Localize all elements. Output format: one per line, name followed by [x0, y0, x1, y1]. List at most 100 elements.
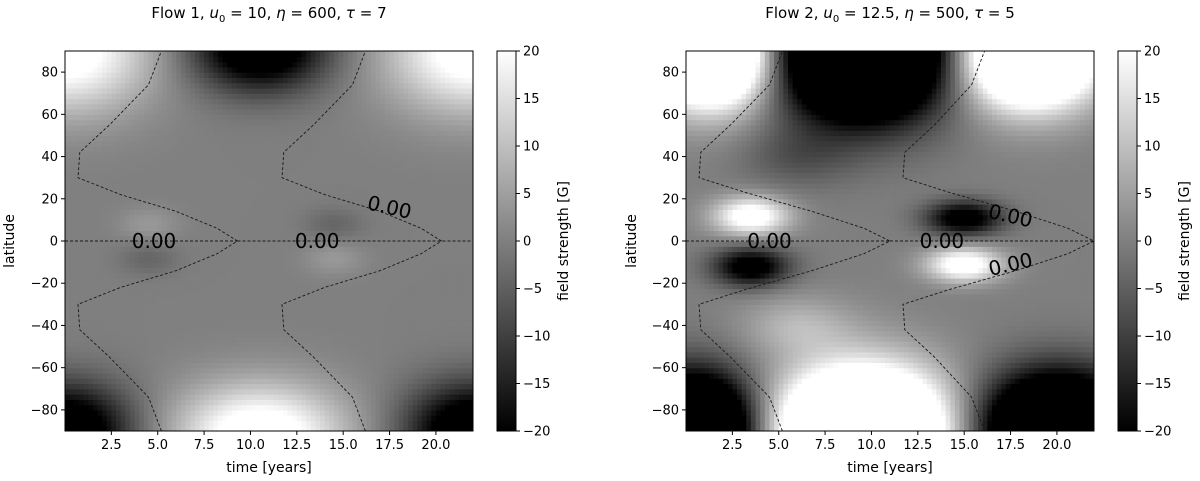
heatmap-cell: [245, 135, 252, 142]
heatmap-cell: [180, 341, 187, 348]
heatmap-cell: [125, 325, 131, 332]
heatmap-cell: [208, 299, 214, 305]
heatmap-cell: [352, 193, 358, 200]
heatmap-cell: [343, 98, 349, 105]
heatmap-cell: [106, 272, 112, 279]
heatmap-cell: [315, 425, 321, 431]
heatmap-cell: [347, 357, 354, 363]
heatmap-cell: [310, 409, 316, 416]
heatmap-cell: [116, 167, 122, 173]
heatmap-cell: [185, 341, 191, 348]
heatmap-cell: [347, 277, 354, 284]
heatmap-cell: [320, 404, 326, 411]
heatmap-cell: [361, 98, 367, 105]
heatmap-cell: [306, 267, 312, 274]
heatmap-cell: [245, 409, 252, 416]
heatmap-cell: [148, 130, 154, 137]
heatmap-cell: [278, 182, 284, 189]
heatmap-cell: [259, 124, 265, 131]
heatmap-cell: [245, 140, 252, 147]
heatmap-cell: [153, 336, 159, 342]
heatmap-cell: [227, 367, 233, 374]
heatmap-cell: [153, 182, 159, 189]
heatmap-cell: [282, 119, 289, 126]
heatmap-cell: [208, 362, 214, 369]
heatmap-cell: [222, 330, 228, 337]
heatmap-cell: [92, 288, 99, 295]
heatmap-cell: [194, 204, 201, 210]
heatmap-cell: [102, 425, 108, 431]
heatmap-cell: [134, 119, 140, 126]
heatmap-cell: [153, 378, 159, 385]
heatmap-cell: [213, 219, 219, 226]
heatmap-cell: [190, 320, 196, 327]
heatmap-cell: [88, 288, 94, 295]
heatmap-cell: [296, 87, 303, 94]
heatmap-cell: [171, 309, 177, 316]
heatmap-cell: [162, 177, 168, 184]
heatmap-cell: [162, 404, 168, 411]
heatmap-cell: [236, 172, 242, 179]
heatmap-cell: [208, 130, 214, 137]
heatmap-cell: [222, 109, 228, 115]
heatmap-cell: [97, 225, 103, 232]
heatmap-cell: [236, 415, 242, 422]
heatmap-cell: [292, 156, 298, 163]
heatmap-cell: [227, 172, 233, 179]
heatmap-cell: [282, 367, 289, 374]
heatmap-cell: [134, 103, 140, 110]
heatmap-cell: [134, 182, 140, 189]
heatmap-cell: [180, 367, 187, 374]
heatmap-cell: [88, 425, 94, 431]
heatmap-cell: [269, 388, 275, 395]
heatmap-cell: [375, 72, 381, 78]
heatmap-cell: [88, 61, 94, 68]
heatmap-cell: [143, 357, 150, 363]
heatmap-cell: [176, 277, 182, 284]
heatmap-cell: [148, 251, 154, 258]
heatmap-cell: [320, 367, 326, 374]
heatmap-cell: [139, 256, 145, 263]
heatmap-cell: [357, 251, 363, 258]
heatmap-cell: [231, 51, 238, 57]
heatmap-cell: [194, 341, 201, 348]
heatmap-cell: [292, 182, 298, 189]
heatmap-cell: [292, 325, 298, 332]
heatmap-cell: [264, 172, 270, 179]
heatmap-cell: [116, 219, 122, 226]
heatmap-cell: [143, 372, 150, 379]
heatmap-cell: [255, 272, 261, 279]
heatmap-cell: [371, 288, 377, 295]
heatmap-cell: [320, 204, 326, 210]
heatmap-cell: [92, 351, 99, 358]
heatmap-cell: [329, 378, 335, 385]
heatmap-cell: [125, 341, 131, 348]
heatmap-cell: [65, 341, 71, 348]
heatmap-cell: [292, 404, 298, 411]
heatmap-cell: [97, 119, 103, 126]
heatmap-cell: [380, 425, 386, 431]
heatmap-cell: [380, 182, 386, 189]
heatmap-cell: [301, 425, 307, 431]
heatmap-cell: [180, 425, 187, 431]
heatmap-cell: [83, 182, 89, 189]
heatmap-cell: [143, 378, 150, 385]
heatmap-cell: [190, 193, 196, 200]
heatmap-cell: [347, 56, 354, 63]
heatmap-cell: [153, 198, 159, 205]
heatmap-cell: [380, 383, 386, 390]
heatmap-cell: [199, 314, 205, 321]
heatmap-cell: [213, 188, 219, 195]
heatmap-cell: [157, 198, 163, 205]
heatmap-cell: [227, 256, 233, 263]
heatmap-cell: [333, 72, 340, 78]
heatmap-cell: [162, 251, 168, 258]
heatmap-cell: [116, 299, 122, 305]
heatmap-cell: [375, 119, 381, 126]
heatmap-cell: [185, 51, 191, 57]
heatmap-cell: [296, 415, 303, 422]
heatmap-cell: [176, 177, 182, 184]
heatmap-cell: [310, 135, 316, 142]
heatmap-cell: [157, 336, 163, 342]
heatmap-cell: [329, 256, 335, 263]
